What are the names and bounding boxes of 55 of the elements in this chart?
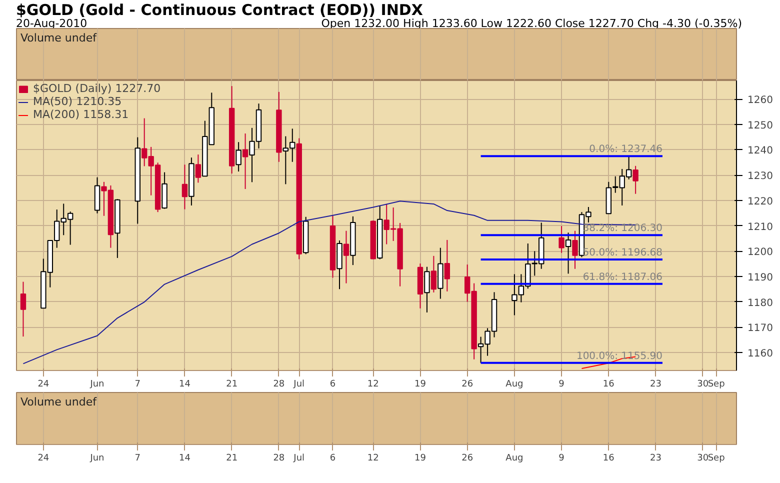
x-tick-label: 23 [650,380,662,390]
text: 16 [602,454,614,464]
x-tick-label: 30 [697,380,709,390]
text: 28 [273,454,285,464]
y-tick-label: 1180 [748,298,773,309]
y-tick-label: 1260 [748,95,773,106]
text: 21 [226,454,238,464]
annotation: 100.0%: 1155.90 [576,350,662,362]
text: 9 [558,454,564,464]
x-tick-label: 14 [179,380,191,390]
x-tick-label: 19 [414,380,426,390]
text: 6 [330,454,336,464]
y-tick-label: 1220 [748,196,773,208]
text: Jun [90,454,104,464]
text: 14 [179,454,190,464]
text: Volume undef [20,32,98,44]
text: 26 [462,454,474,464]
y-tick-label: 1240 [748,146,773,157]
x-tick-label: Aug [506,380,524,390]
text: Volume undef [20,396,98,408]
x-tick-label: 7 [134,380,140,390]
y-tick-label: 1190 [748,272,773,284]
annotation: 61.8%: 1187.06 [582,272,662,283]
x-tick-label: 9 [558,380,565,390]
y-tick-label: 1170 [748,323,773,334]
x-tick-label: 6 [330,380,336,390]
x-tick-label: 24 [38,380,50,390]
y-tick-label: 1200 [748,247,773,258]
x-tick-label: 28 [273,380,285,390]
x-tick-label: 26 [462,380,474,390]
chart-subtitle: 20-Aug-2010 [16,17,88,32]
x-tick-label: 16 [602,380,615,390]
legend-label: MA(200) 1158.31 [33,108,129,121]
text: Jul [294,454,305,464]
legend-label: $GOLD (Daily) 1227.70 [33,82,161,95]
text: 24 [38,454,50,464]
y-tick-label: 1210 [748,222,773,233]
y-tick-label: 1160 [748,348,773,360]
text: Sep [708,454,725,464]
text: 23 [650,454,662,464]
y-tick-label: 1230 [748,171,773,182]
legend-label: MA(50) 1210.35 [33,95,122,108]
text: 7 [134,454,140,464]
text: 30 [697,454,709,464]
chart-title: $GOLD (Gold - Continuous Contract (EOD)) INDX [16,0,423,19]
text: Aug [506,454,524,464]
text: 12 [367,454,379,464]
x-tick-label: 12 [367,380,379,390]
text: 19 [414,454,426,464]
x-tick-label: 21 [226,380,238,390]
x-tick-label: Sep [708,380,726,390]
y-tick-label: 1250 [748,120,773,132]
x-tick-label: Jul [292,380,305,390]
x-tick-label: Jun [89,380,104,390]
annotation: 0.0%: 1237.46 [589,144,662,156]
